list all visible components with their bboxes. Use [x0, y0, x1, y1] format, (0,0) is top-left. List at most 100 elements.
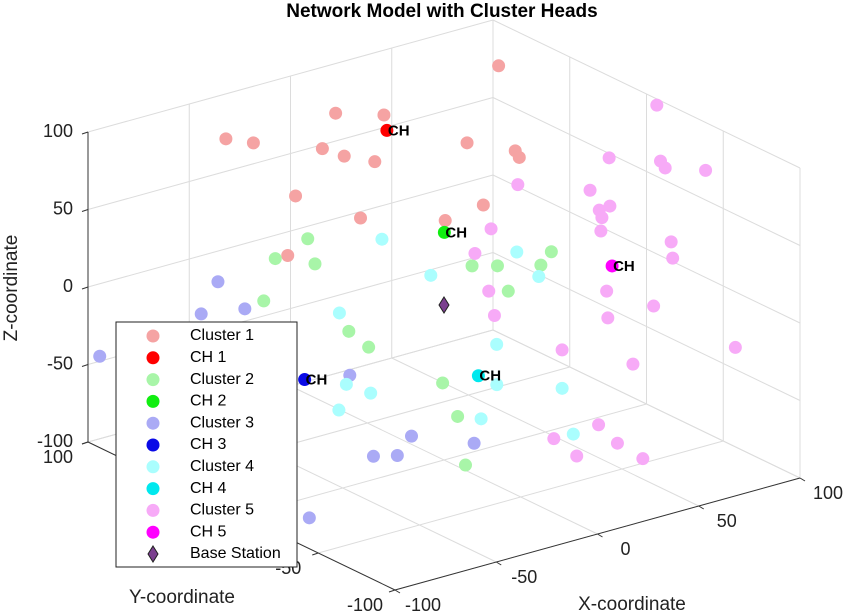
- point: [595, 211, 609, 225]
- point: [308, 257, 322, 271]
- z-tick: [81, 286, 89, 290]
- point: [490, 378, 504, 392]
- point: [438, 296, 450, 314]
- point: [364, 386, 378, 400]
- z-axis-label: Z-coordinate: [1, 235, 22, 342]
- point: [438, 214, 452, 228]
- legend-marker: [146, 438, 160, 452]
- point: [664, 235, 678, 249]
- point: [602, 151, 616, 165]
- chart-title: Network Model with Cluster Heads: [286, 1, 597, 22]
- legend-marker: [146, 460, 160, 474]
- legend-marker: [146, 416, 160, 430]
- point: [501, 284, 515, 298]
- point: [302, 511, 316, 525]
- y-tick-label: -100: [347, 595, 383, 615]
- point: [492, 59, 506, 73]
- legend-marker: [146, 482, 160, 496]
- x-tick-label: -100: [405, 595, 441, 615]
- point: [583, 183, 597, 197]
- point: [339, 377, 353, 391]
- point: [490, 259, 504, 273]
- x-tick: [799, 477, 806, 482]
- legend-label: CH 3: [190, 436, 227, 453]
- z-tick: [81, 441, 89, 445]
- point: [600, 284, 614, 298]
- x-tick: [698, 505, 705, 510]
- point: [699, 163, 713, 177]
- point: [532, 270, 546, 284]
- point: [544, 245, 558, 259]
- point: [368, 155, 382, 169]
- x-tick-label: 100: [813, 483, 843, 503]
- point: [482, 284, 496, 298]
- x-tick: [597, 533, 603, 538]
- y-tick-label: 100: [43, 447, 73, 467]
- point: [424, 268, 438, 282]
- point: [194, 307, 208, 321]
- grid-line: [492, 19, 801, 169]
- point: [377, 108, 391, 122]
- legend-marker: [146, 394, 160, 408]
- point: [465, 259, 479, 273]
- point: [490, 337, 504, 351]
- point: [603, 199, 617, 213]
- point: [594, 224, 608, 238]
- point: [219, 132, 233, 146]
- point: [380, 123, 394, 137]
- point: [601, 311, 615, 325]
- point: [471, 369, 485, 383]
- point: [332, 403, 346, 417]
- grid-line: [87, 174, 494, 288]
- legend-label: CH 1: [190, 349, 227, 366]
- point-label: CH: [306, 372, 328, 389]
- legend-marker: [146, 525, 160, 539]
- point-label: CH: [613, 258, 635, 275]
- point: [332, 306, 346, 320]
- point: [636, 452, 650, 466]
- z-tick-label: -100: [37, 431, 73, 451]
- legend-label: Cluster 2: [190, 371, 254, 388]
- point: [211, 275, 225, 289]
- point: [238, 302, 252, 316]
- legend-label: Cluster 3: [190, 414, 254, 431]
- point: [566, 427, 580, 441]
- points: CH CH CH CH CH: [93, 59, 742, 525]
- point: [555, 343, 569, 357]
- point: [268, 252, 282, 266]
- point: [375, 232, 389, 246]
- z-tick-label: 100: [43, 121, 73, 141]
- point: [298, 373, 312, 387]
- point: [555, 381, 569, 395]
- x-tick-label: 50: [717, 511, 737, 531]
- legend-marker: [146, 329, 160, 343]
- point: [547, 432, 561, 446]
- grid-line: [241, 403, 647, 517]
- point: [257, 294, 271, 308]
- point-label: CH: [479, 368, 501, 385]
- point: [474, 412, 488, 426]
- point: [484, 222, 498, 236]
- legend-box: [115, 321, 298, 568]
- z-tick: [81, 209, 89, 212]
- point: [437, 225, 451, 239]
- point: [436, 376, 450, 390]
- legend-marker: [146, 373, 160, 387]
- point: [366, 449, 380, 463]
- point: [329, 106, 343, 120]
- grid-line: [87, 97, 494, 210]
- point: [315, 142, 329, 156]
- point: [405, 429, 418, 443]
- point: [570, 449, 584, 463]
- point-label: CH: [445, 224, 467, 241]
- point: [605, 259, 619, 273]
- x-tick: [495, 561, 502, 566]
- y-axis-label: Y-coordinate: [129, 587, 235, 608]
- grid-line: [492, 97, 801, 246]
- grid-line: [492, 174, 801, 324]
- z-tick-label: 0: [63, 276, 73, 296]
- point: [487, 309, 501, 322]
- point: [666, 251, 680, 265]
- z-tick-label: 50: [53, 198, 73, 218]
- point: [451, 409, 465, 423]
